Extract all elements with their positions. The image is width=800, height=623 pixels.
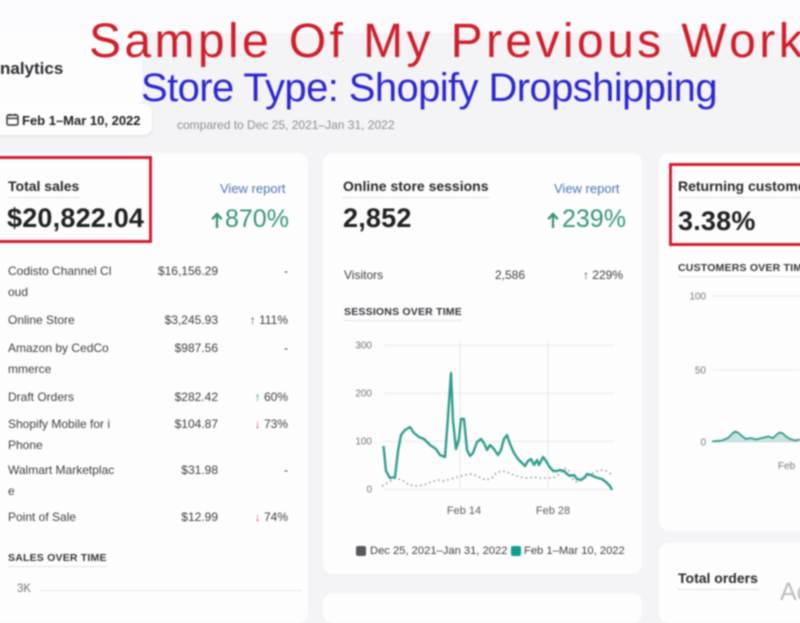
- svg-text:200: 200: [355, 389, 372, 400]
- svg-text:0: 0: [700, 438, 706, 449]
- svg-text:50: 50: [695, 366, 707, 377]
- svg-text:Feb: Feb: [778, 461, 796, 472]
- svg-text:Feb 14: Feb 14: [447, 505, 481, 517]
- svg-text:300: 300: [355, 341, 372, 352]
- svg-text:100: 100: [355, 437, 372, 448]
- svg-text:100: 100: [689, 292, 706, 303]
- svg-text:Feb 28: Feb 28: [536, 505, 570, 517]
- svg-text:0: 0: [366, 485, 372, 496]
